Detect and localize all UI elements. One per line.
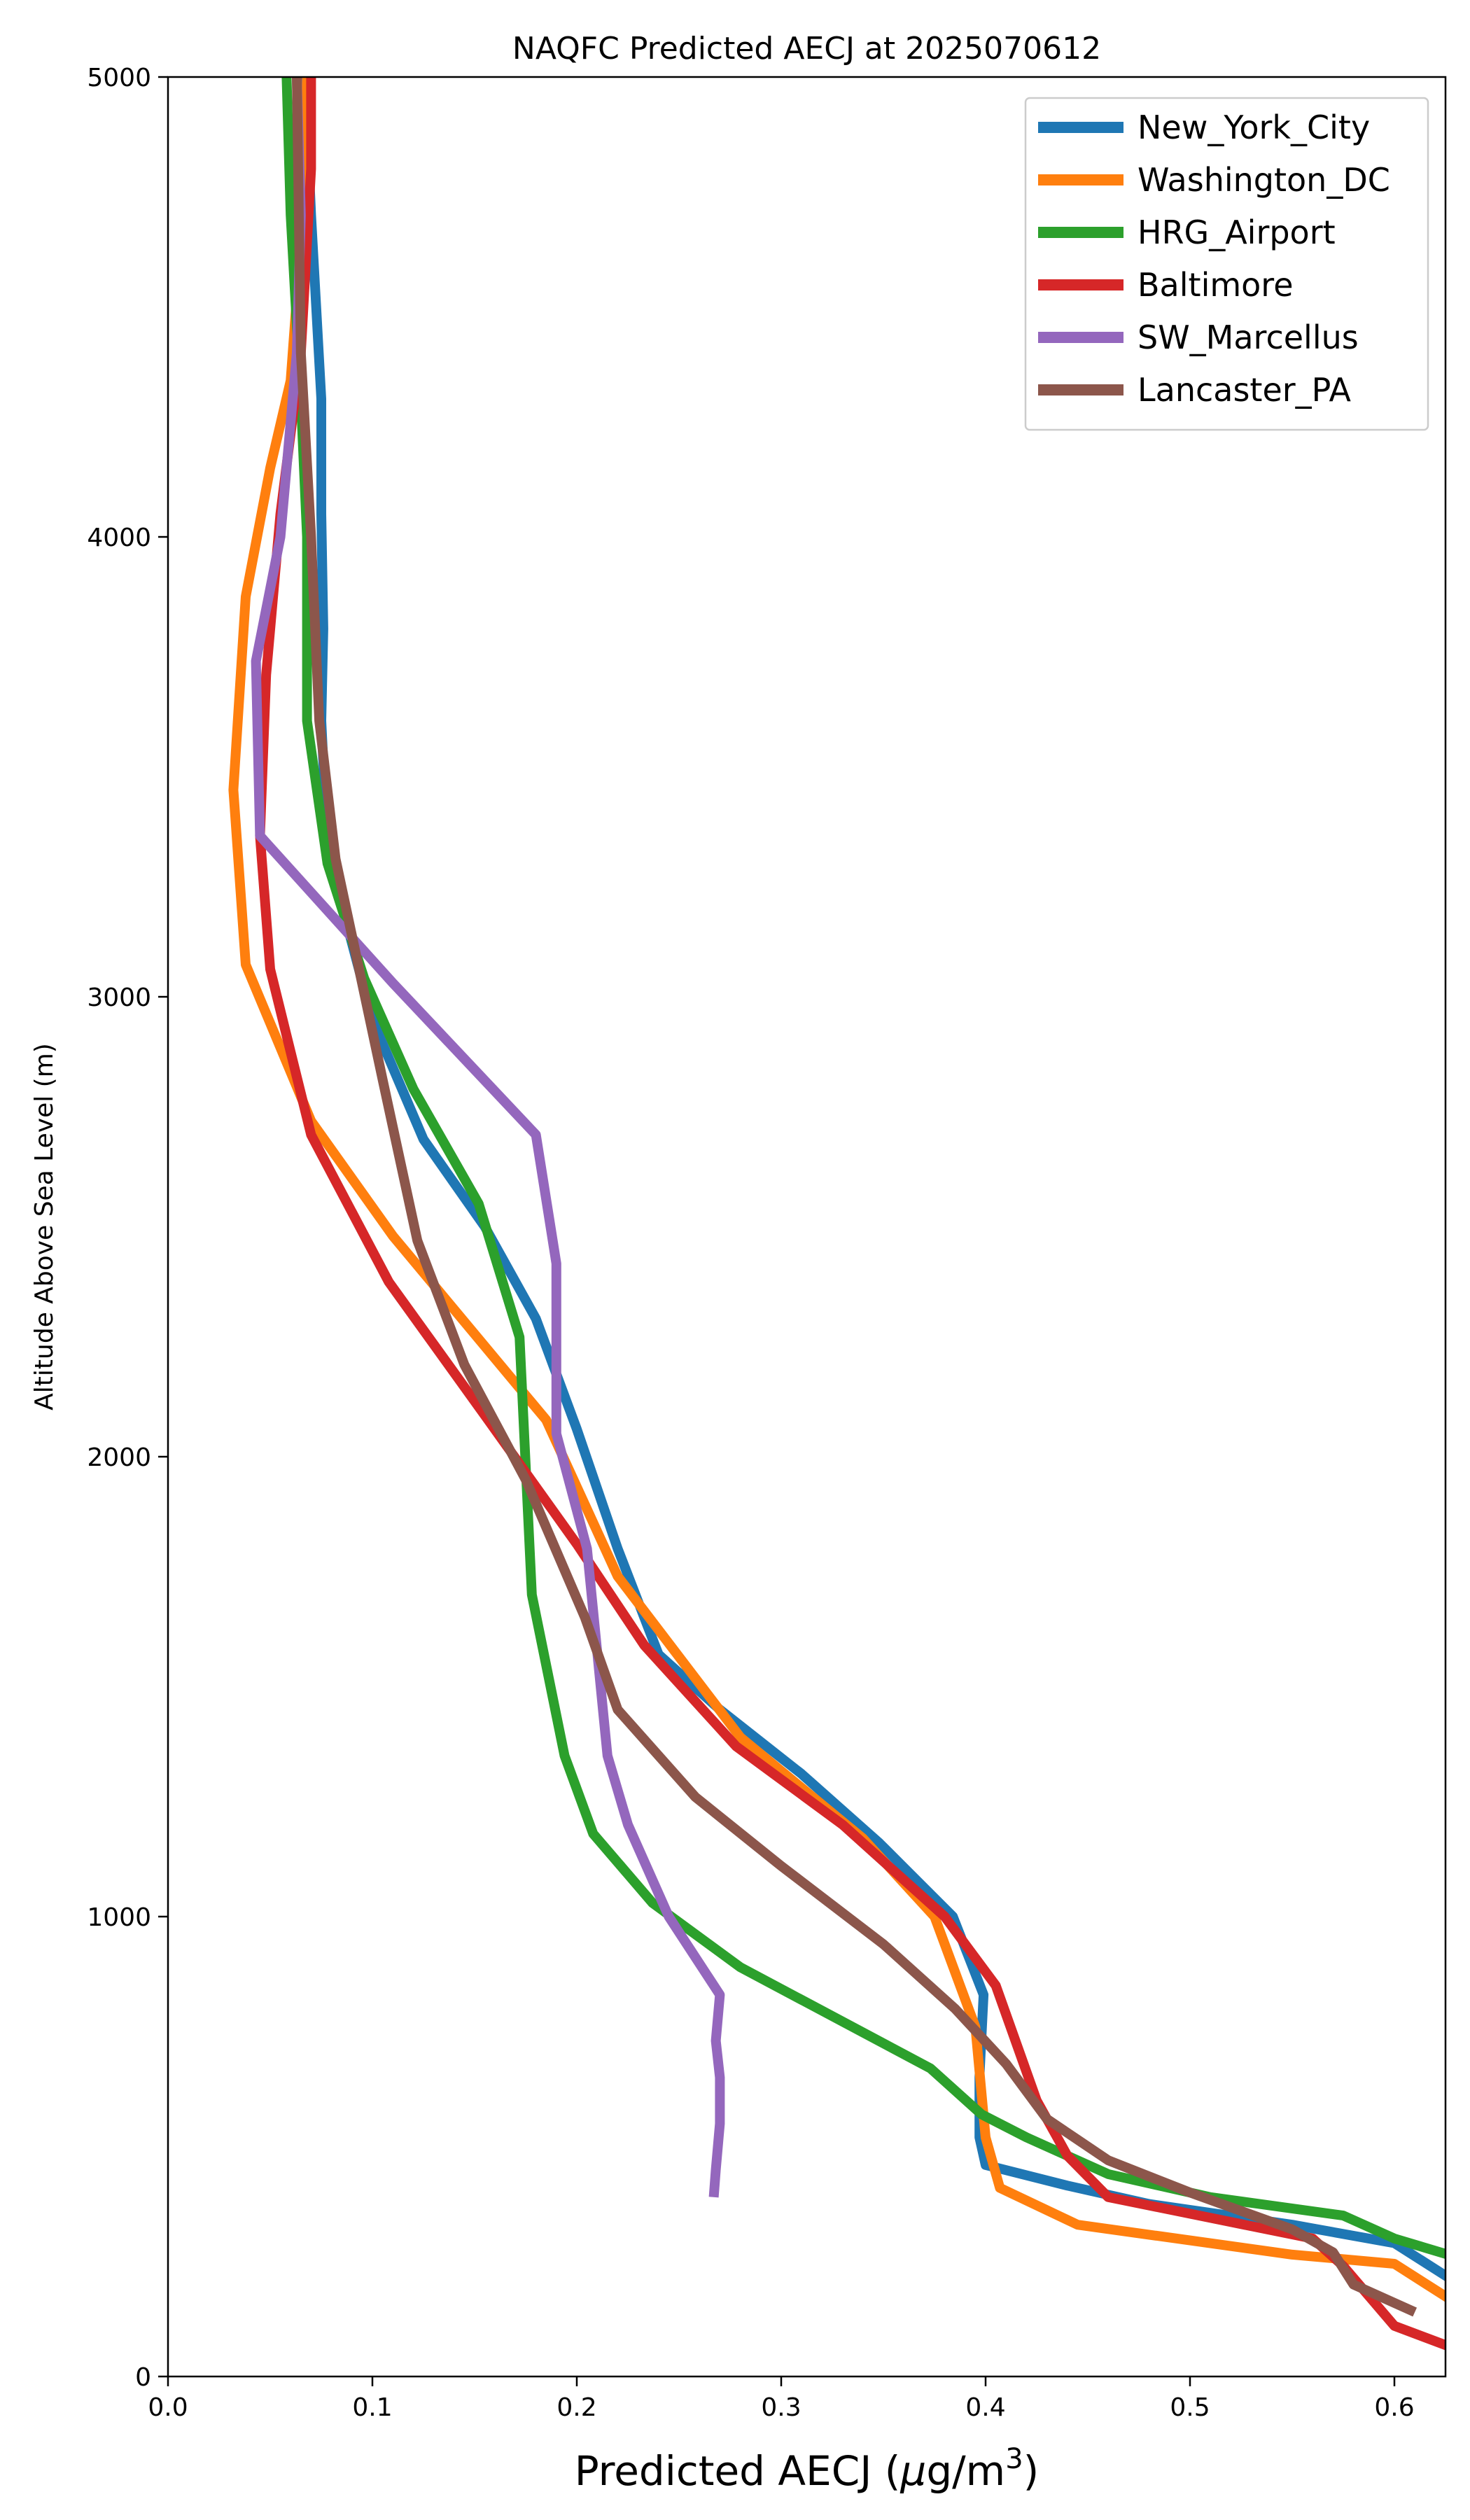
y-tick-label: 5000 [87, 64, 151, 92]
legend: New_York_City Washington_DC HRG_Airport Bal… [1024, 97, 1429, 431]
y-tick-label: 0 [135, 2363, 151, 2392]
y-axis: 0 1000 2000 3000 4000 5000 [87, 64, 168, 2392]
x-tick-label: 0.1 [352, 2393, 392, 2422]
y-axis-label: Altitude Above Sea Level (m) [30, 1043, 59, 1410]
x-axis: 0.0 0.1 0.2 0.3 0.4 0.5 0.6 [148, 2376, 1415, 2422]
series-line-sw-marcellus [251, 77, 725, 2198]
x-tick-label: 0.3 [761, 2393, 801, 2422]
legend-label: Baltimore [1138, 266, 1294, 304]
x-tick-label: 0.6 [1374, 2393, 1414, 2422]
series-line-washington-dc [228, 77, 1446, 2302]
x-tick-label: 0.0 [148, 2393, 188, 2422]
legend-label: SW_Marcellus [1138, 318, 1359, 356]
x-axis-label: Predicted AECJ (μg/m3) [575, 2443, 1040, 2495]
y-tick-label: 2000 [87, 1443, 151, 1472]
y-tick-label: 3000 [87, 983, 151, 1012]
series-line-lancaster-pa [292, 77, 1418, 2317]
legend-label: New_York_City [1138, 108, 1370, 146]
chart-title: NAQFC Predicted AECJ at 2025070612 [512, 31, 1101, 66]
x-tick-label: 0.2 [556, 2393, 596, 2422]
x-tick-label: 0.5 [1170, 2393, 1210, 2422]
axes-frame [167, 76, 1447, 2378]
y-tick-label: 4000 [87, 524, 151, 552]
legend-label: HRG_Airport [1138, 214, 1336, 251]
series-line-hrg-airport [281, 77, 1446, 2260]
legend-label: Washington_DC [1138, 161, 1390, 199]
y-tick-label: 1000 [87, 1903, 151, 1932]
legend-label: Lancaster_PA [1138, 371, 1351, 409]
series-layer [228, 77, 1446, 2351]
x-tick-label: 0.4 [965, 2393, 1005, 2422]
series-line-baltimore [255, 77, 1446, 2351]
legend-box [1024, 97, 1429, 431]
